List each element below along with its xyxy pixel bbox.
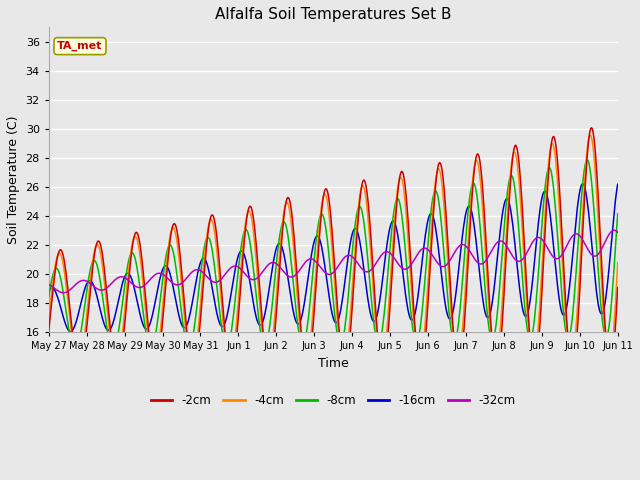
Title: Alfalfa Soil Temperatures Set B: Alfalfa Soil Temperatures Set B [215, 7, 451, 22]
Text: TA_met: TA_met [58, 41, 102, 51]
Legend: -2cm, -4cm, -8cm, -16cm, -32cm: -2cm, -4cm, -8cm, -16cm, -32cm [147, 389, 520, 412]
X-axis label: Time: Time [318, 357, 349, 370]
Y-axis label: Soil Temperature (C): Soil Temperature (C) [7, 116, 20, 244]
